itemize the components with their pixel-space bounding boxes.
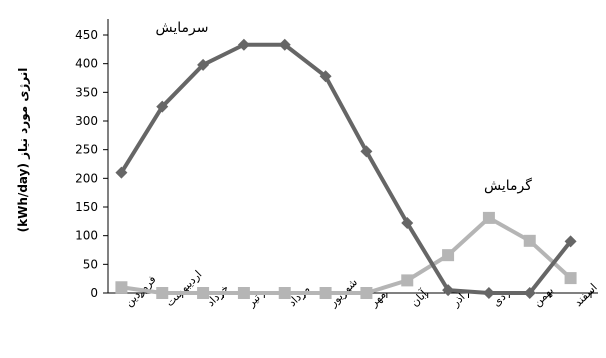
y-tick-label: 450 [75, 28, 98, 42]
data-point [156, 100, 169, 113]
x-tick-label: اسفند [572, 281, 600, 309]
data-point [442, 249, 455, 262]
y-tick-label: 250 [75, 143, 98, 157]
y-axis: 0 50 100 150 200 250 300 350 400 450 [75, 19, 109, 300]
data-point [442, 284, 455, 297]
y-tick-label: 200 [75, 171, 98, 185]
data-point [237, 38, 250, 51]
x-axis: فروردین اردیبهشت خرداد تیر مرداد شهریور مهر آبا… [108, 268, 600, 310]
series-layer [115, 38, 577, 299]
series-label-heating: گرمایش [484, 177, 532, 194]
data-point [482, 211, 495, 224]
data-point [278, 38, 291, 51]
data-point [156, 287, 169, 299]
data-point [564, 272, 577, 285]
data-point [197, 58, 210, 71]
data-point [237, 287, 250, 299]
y-tick-label: 150 [75, 200, 98, 214]
data-point [360, 287, 373, 299]
data-point [360, 145, 373, 158]
series-label-cooling: سرمایش [156, 20, 209, 36]
x-tick-label: آبان [407, 286, 430, 309]
data-point [197, 287, 210, 299]
series-line [121, 215, 572, 295]
y-tick-label: 0 [90, 286, 98, 300]
y-tick-label: 350 [75, 85, 98, 99]
data-point [564, 235, 577, 248]
y-tick-label: 400 [75, 57, 98, 71]
data-point [401, 274, 414, 287]
series-heating [115, 211, 577, 299]
data-point [523, 287, 536, 299]
series-cooling [115, 38, 577, 299]
y-tick-label: 300 [75, 114, 98, 128]
data-point [319, 70, 332, 83]
data-point [115, 166, 128, 179]
y-tick-label: 100 [75, 229, 98, 243]
series-line [119, 42, 573, 295]
data-point [115, 281, 128, 294]
data-point [401, 217, 414, 230]
y-axis-label: انرژی مورد نیاز (kWh/day) [16, 68, 31, 233]
data-point [482, 287, 495, 299]
data-point [319, 287, 332, 299]
data-point [278, 287, 291, 299]
y-tick-label: 50 [83, 257, 98, 271]
data-point [523, 234, 536, 247]
